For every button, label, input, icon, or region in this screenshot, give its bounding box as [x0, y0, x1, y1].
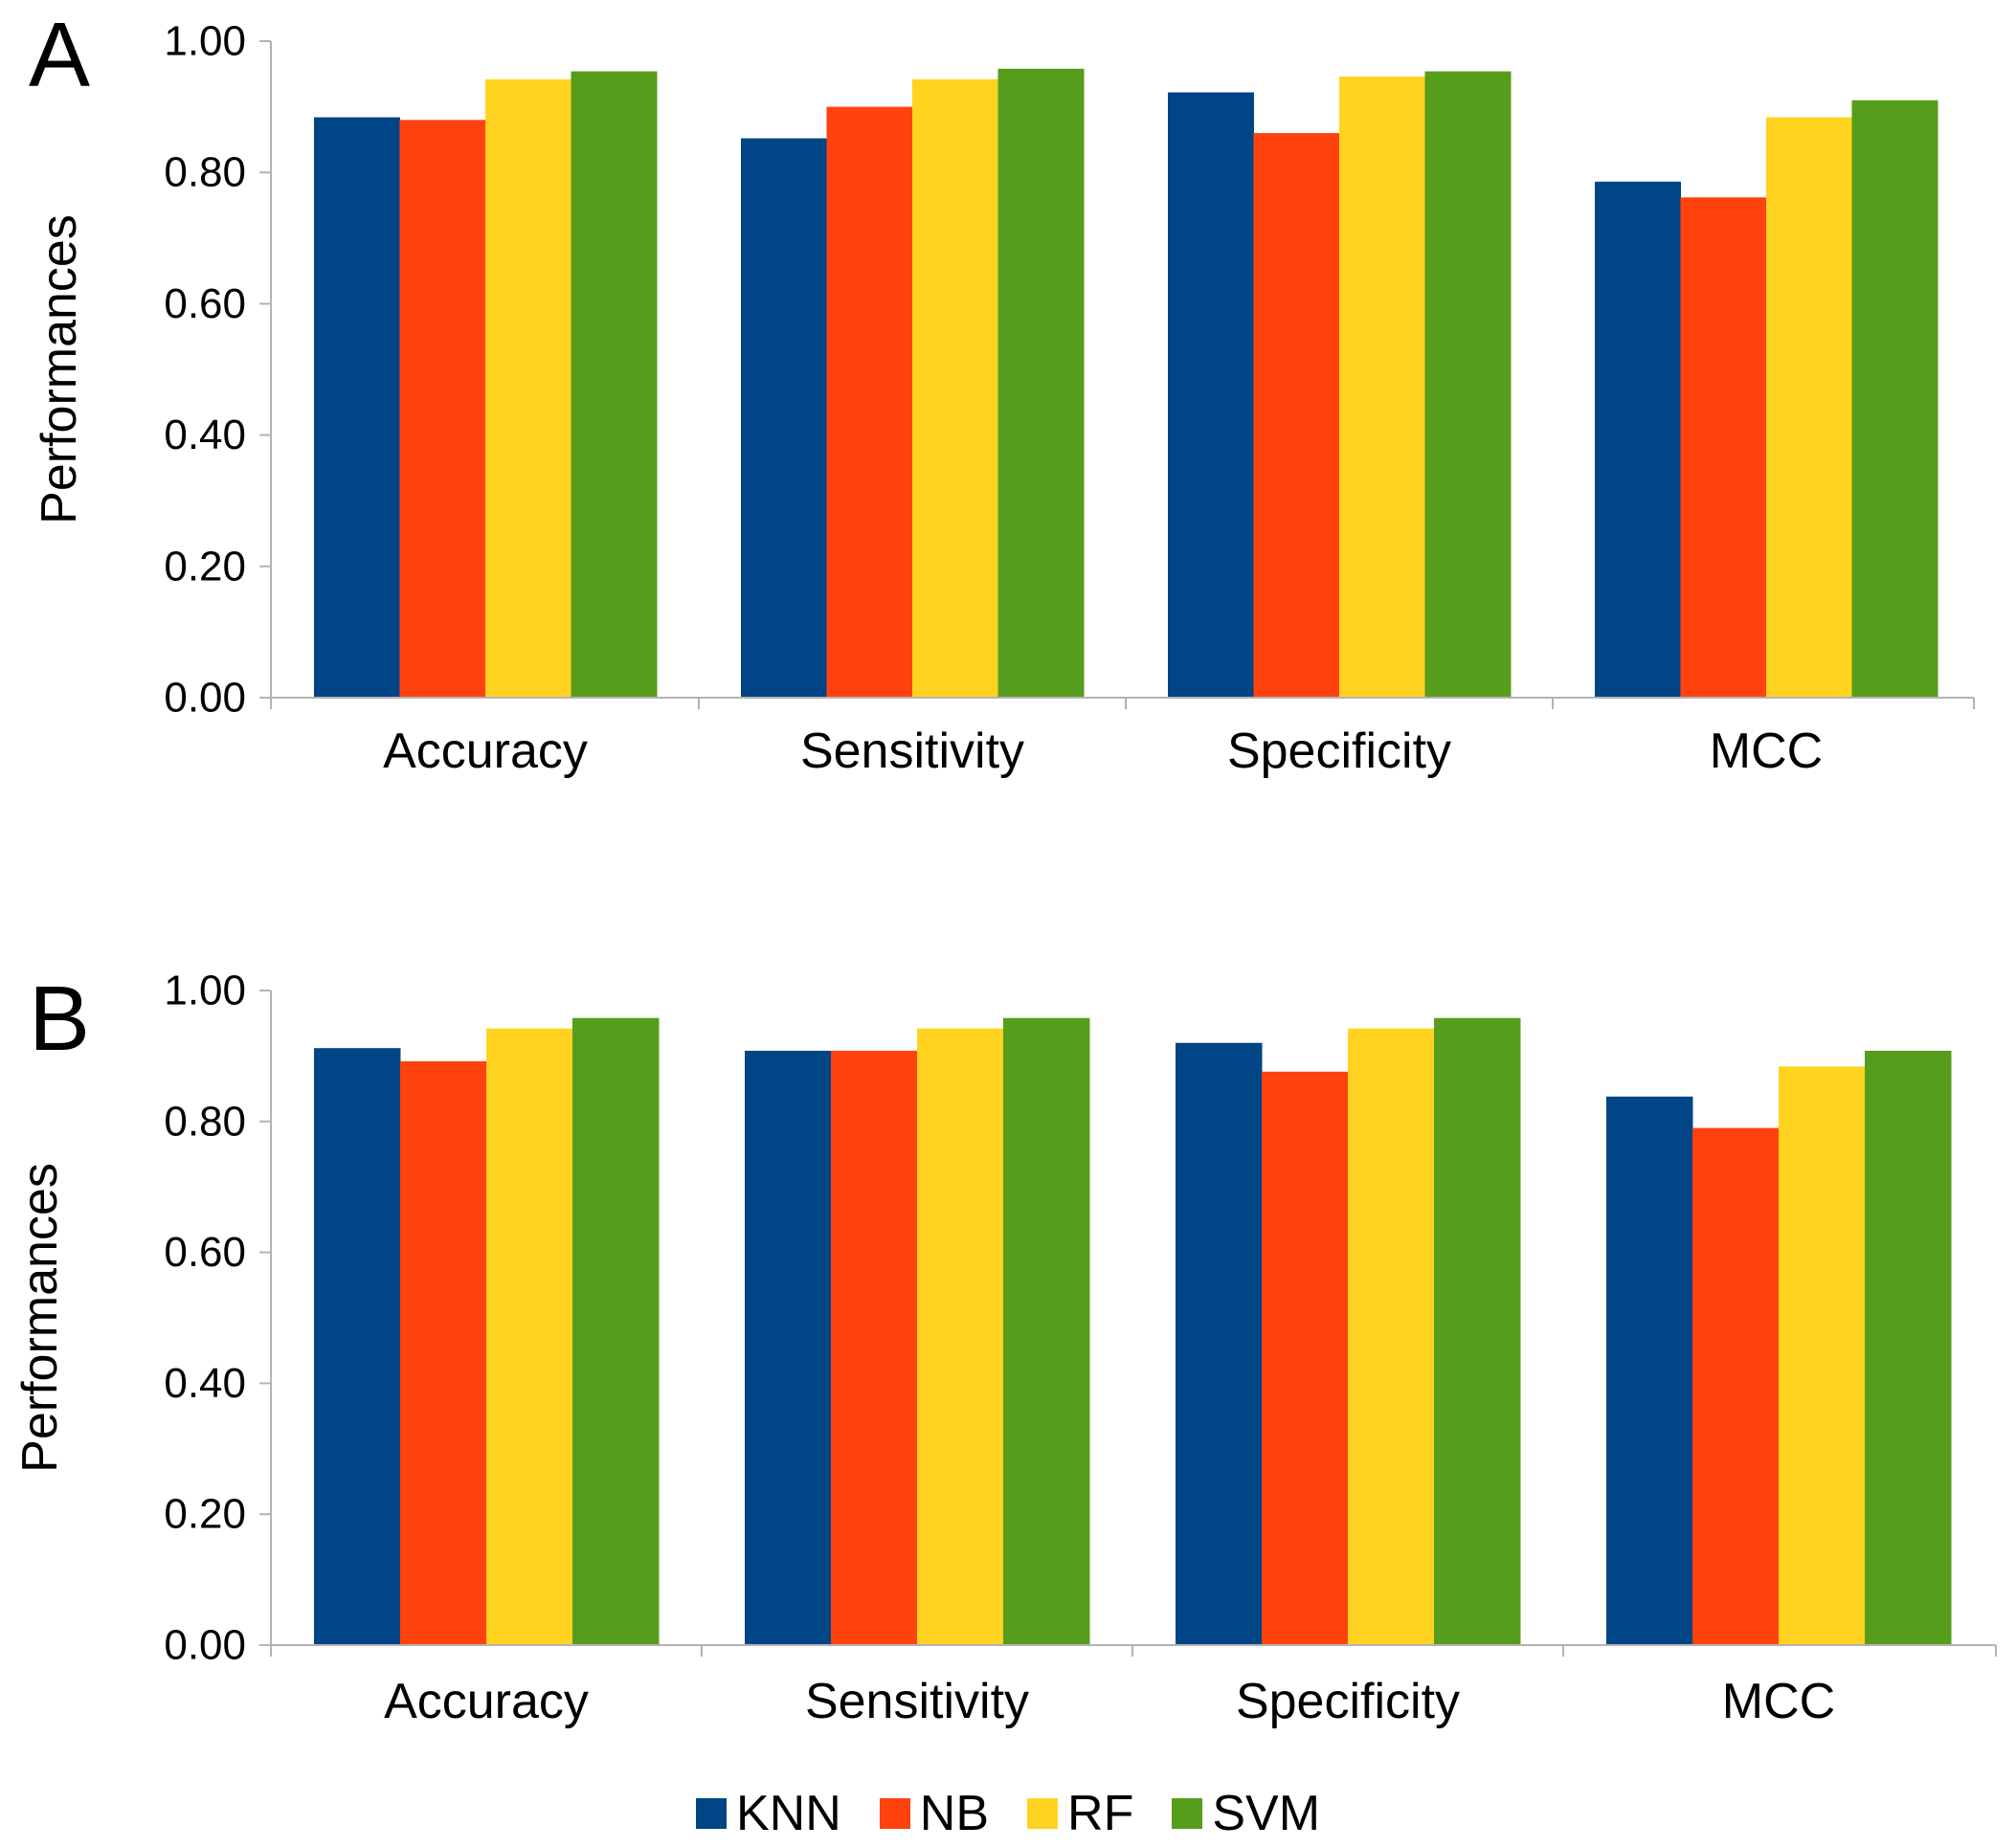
panel-a-bar-nb-mcc	[1680, 197, 1767, 698]
panel-b-bar-knn-mcc	[1606, 1096, 1693, 1645]
panel-a-bar-knn-accuracy	[314, 117, 400, 699]
legend-label-knn: KNN	[735, 1786, 841, 1841]
panel-a-bar-rf-sensitivity	[912, 78, 998, 698]
panel-a-y-tick-label: 0.40	[164, 412, 246, 458]
panel-b-y-tick-label: 0.20	[164, 1491, 246, 1538]
panel-a-bar-svm-specificity	[1424, 71, 1512, 698]
legend-item-svm: SVM	[1172, 1785, 1320, 1842]
panel-a-x-tick-label: Sensitivity	[800, 724, 1024, 779]
panel-b-bar-svm-specificity	[1434, 1017, 1521, 1645]
panel-a-bar-svm-mcc	[1851, 100, 1938, 699]
panel-a-y-tick-label: 1.00	[164, 18, 246, 65]
legend-item-rf: RF	[1027, 1785, 1133, 1842]
legend-label-nb: NB	[919, 1786, 990, 1841]
legend-swatch-svm	[1172, 1798, 1203, 1829]
panel-b-bar-rf-specificity	[1348, 1028, 1435, 1645]
panel-b-y-tick-label: 0.80	[164, 1098, 246, 1145]
panel-b-y-tick-label: 0.60	[164, 1229, 246, 1276]
panel-b-bar-nb-accuracy	[400, 1060, 487, 1645]
legend-swatch-knn	[695, 1798, 727, 1829]
panel-a-x-tick-label: Specificity	[1227, 724, 1451, 779]
panel-b-bar-rf-accuracy	[486, 1028, 573, 1645]
panel-b-bar-knn-specificity	[1176, 1042, 1263, 1645]
panel-b-bar-svm-accuracy	[572, 1017, 660, 1645]
panel-b-y-tick-label: 0.40	[164, 1360, 246, 1407]
panel-b-x-tick-label: Specificity	[1236, 1674, 1460, 1729]
panel-a-bar-rf-accuracy	[485, 78, 571, 698]
panel-a-bar-nb-sensitivity	[826, 106, 913, 699]
legend-item-nb: NB	[879, 1785, 990, 1842]
legend-swatch-rf	[1027, 1798, 1059, 1829]
panel-a-y-tick-label: 0.20	[164, 543, 246, 590]
panel-a-bar-nb-accuracy	[399, 120, 486, 698]
panel-a-bar-rf-specificity	[1339, 77, 1425, 698]
panel-b-y-tick-label: 0.00	[164, 1622, 246, 1669]
panel-b-y-tick-label: 1.00	[164, 968, 246, 1014]
panel-a-x-tick-label: Accuracy	[383, 724, 588, 779]
legend-swatch-nb	[879, 1798, 910, 1829]
panel-a-bar-nb-specificity	[1253, 133, 1340, 699]
panel-a-x-tick-label: MCC	[1710, 724, 1823, 779]
legend-label-svm: SVM	[1212, 1786, 1321, 1841]
panel-b-x-tick-label: Accuracy	[384, 1674, 589, 1729]
legend-item-knn: KNN	[695, 1785, 841, 1842]
panel-b-bar-knn-accuracy	[314, 1048, 401, 1645]
panel-b-y-axis-title: Performances	[12, 1163, 68, 1473]
panel-b-label: B	[29, 968, 90, 1070]
panel-a-bar-svm-sensitivity	[997, 68, 1085, 698]
panel-a-y-tick-label: 0.80	[164, 149, 246, 196]
panel-a-label: A	[29, 4, 90, 106]
panel-a-bar-svm-accuracy	[571, 71, 658, 698]
legend-label-rf: RF	[1067, 1786, 1134, 1841]
panel-b-bar-nb-sensitivity	[831, 1050, 918, 1645]
panel-a-y-tick-label: 0.00	[164, 675, 246, 722]
panel-a-y-axis-title: Performances	[32, 214, 87, 524]
panel-a-bar-knn-sensitivity	[741, 138, 827, 698]
panel-b-bar-rf-mcc	[1779, 1066, 1866, 1645]
panel-b-bar-svm-mcc	[1865, 1050, 1952, 1645]
panel-b-bar-nb-specificity	[1262, 1071, 1349, 1645]
panel-b-x-tick-label: MCC	[1722, 1674, 1835, 1729]
panel-a-bar-knn-specificity	[1168, 92, 1254, 699]
panel-a-bar-knn-mcc	[1595, 181, 1681, 698]
panel-a-y-tick-label: 0.60	[164, 280, 246, 327]
panel-b-bar-knn-sensitivity	[745, 1050, 832, 1645]
panel-b-bar-nb-mcc	[1692, 1127, 1780, 1645]
panel-a-bar-rf-mcc	[1766, 117, 1852, 699]
panel-b-bar-svm-sensitivity	[1003, 1017, 1090, 1645]
panel-b-bar-rf-sensitivity	[917, 1028, 1004, 1645]
panel-b-x-tick-label: Sensitivity	[805, 1674, 1029, 1729]
legend: KNN NB RF SVM	[0, 1780, 2016, 1847]
